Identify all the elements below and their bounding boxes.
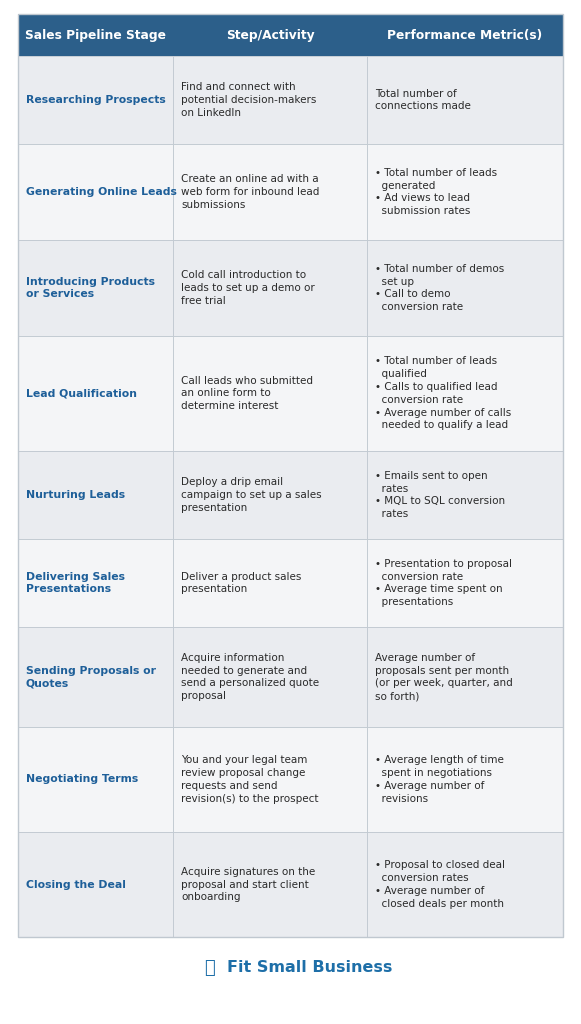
- Bar: [173, 14, 367, 56]
- Bar: [367, 627, 563, 727]
- Text: 🛍: 🛍: [204, 959, 214, 977]
- Text: You and your legal team
review proposal change
requests and send
revision(s) to : You and your legal team review proposal …: [181, 756, 319, 804]
- Text: Performance Metric(s): Performance Metric(s): [388, 29, 543, 42]
- Bar: [367, 56, 563, 144]
- Bar: [18, 144, 173, 240]
- Bar: [173, 144, 367, 240]
- Bar: [18, 451, 173, 539]
- Bar: [173, 727, 367, 831]
- Text: Lead Qualification: Lead Qualification: [26, 388, 137, 398]
- Bar: [18, 727, 173, 831]
- Text: Cold call introduction to
leads to set up a demo or
free trial: Cold call introduction to leads to set u…: [181, 270, 315, 306]
- Text: Deploy a drip email
campaign to set up a sales
presentation: Deploy a drip email campaign to set up a…: [181, 477, 322, 513]
- Bar: [18, 627, 173, 727]
- Text: Closing the Deal: Closing the Deal: [26, 880, 126, 890]
- Bar: [173, 539, 367, 627]
- Text: Introducing Products
or Services: Introducing Products or Services: [26, 276, 155, 299]
- Text: • Total number of demos
  set up
• Call to demo
  conversion rate: • Total number of demos set up • Call to…: [375, 264, 504, 312]
- Bar: [18, 56, 173, 144]
- Bar: [367, 539, 563, 627]
- Bar: [173, 627, 367, 727]
- Bar: [367, 240, 563, 336]
- Text: Acquire information
needed to generate and
send a personalized quote
proposal: Acquire information needed to generate a…: [181, 653, 320, 701]
- Bar: [367, 831, 563, 937]
- Text: Step/Activity: Step/Activity: [226, 29, 314, 42]
- Bar: [367, 336, 563, 451]
- Text: Delivering Sales
Presentations: Delivering Sales Presentations: [26, 571, 125, 594]
- Text: Generating Online Leads: Generating Online Leads: [26, 187, 177, 197]
- Text: Average number of
proposals sent per month
(or per week, quarter, and
so forth): Average number of proposals sent per mon…: [375, 653, 512, 701]
- Bar: [367, 727, 563, 831]
- Text: • Total number of leads
  generated
• Ad views to lead
  submission rates: • Total number of leads generated • Ad v…: [375, 168, 497, 216]
- Bar: [18, 14, 173, 56]
- Bar: [173, 56, 367, 144]
- Bar: [18, 539, 173, 627]
- Text: • Average length of time
  spent in negotiations
• Average number of
  revisions: • Average length of time spent in negoti…: [375, 756, 504, 804]
- Text: Sales Pipeline Stage: Sales Pipeline Stage: [25, 29, 166, 42]
- Text: Total number of
connections made: Total number of connections made: [375, 89, 471, 112]
- Bar: [367, 451, 563, 539]
- Text: • Proposal to closed deal
  conversion rates
• Average number of
  closed deals : • Proposal to closed deal conversion rat…: [375, 860, 505, 908]
- Text: Create an online ad with a
web form for inbound lead
submissions: Create an online ad with a web form for …: [181, 174, 320, 210]
- Text: • Emails sent to open
  rates
• MQL to SQL conversion
  rates: • Emails sent to open rates • MQL to SQL…: [375, 471, 505, 519]
- Text: Nurturing Leads: Nurturing Leads: [26, 490, 125, 500]
- Text: • Presentation to proposal
  conversion rate
• Average time spent on
  presentat: • Presentation to proposal conversion ra…: [375, 559, 512, 607]
- Text: Deliver a product sales
presentation: Deliver a product sales presentation: [181, 571, 302, 594]
- Bar: [18, 831, 173, 937]
- Bar: [18, 336, 173, 451]
- Bar: [18, 240, 173, 336]
- Bar: [367, 144, 563, 240]
- Text: Sending Proposals or
Quotes: Sending Proposals or Quotes: [26, 666, 156, 688]
- Text: Researching Prospects: Researching Prospects: [26, 95, 166, 105]
- Bar: [173, 451, 367, 539]
- Text: Call leads who submitted
an online form to
determine interest: Call leads who submitted an online form …: [181, 376, 313, 412]
- Text: Negotiating Terms: Negotiating Terms: [26, 774, 138, 784]
- Bar: [173, 831, 367, 937]
- Text: Acquire signatures on the
proposal and start client
onboarding: Acquire signatures on the proposal and s…: [181, 866, 315, 902]
- Bar: [173, 240, 367, 336]
- Text: • Total number of leads
  qualified
• Calls to qualified lead
  conversion rate
: • Total number of leads qualified • Call…: [375, 356, 511, 430]
- Bar: [173, 336, 367, 451]
- Text: Find and connect with
potential decision-makers
on LinkedIn: Find and connect with potential decision…: [181, 82, 317, 118]
- Bar: [367, 14, 563, 56]
- Text: Fit Small Business: Fit Small Business: [227, 961, 393, 976]
